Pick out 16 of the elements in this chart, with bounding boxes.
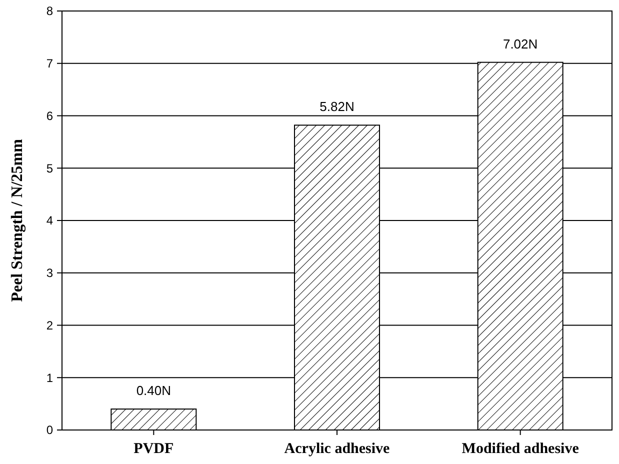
x-tick-label: Acrylic adhesive — [284, 441, 390, 457]
data-label: 0.40N — [136, 383, 172, 398]
x-tick-label: Modified adhesive — [462, 441, 580, 457]
x-tick-label: PVDF — [134, 441, 174, 457]
y-axis-title: Peel Strength / N/25mm — [9, 138, 26, 302]
y-tick-label: 5 — [46, 161, 54, 176]
data-label: 7.02N — [502, 36, 538, 52]
data-label: 5.82N — [320, 99, 354, 114]
y-tick-label: 8 — [46, 4, 54, 18]
y-tick-label: 3 — [46, 266, 54, 280]
y-tick-label: 7 — [46, 56, 54, 71]
y-tick-label: 2 — [46, 318, 54, 332]
y-tick-label: 1 — [46, 370, 54, 385]
y-tick-label: 0 — [46, 423, 54, 438]
y-tick-label: 6 — [46, 108, 54, 123]
y-tick-label: 4 — [46, 214, 54, 228]
